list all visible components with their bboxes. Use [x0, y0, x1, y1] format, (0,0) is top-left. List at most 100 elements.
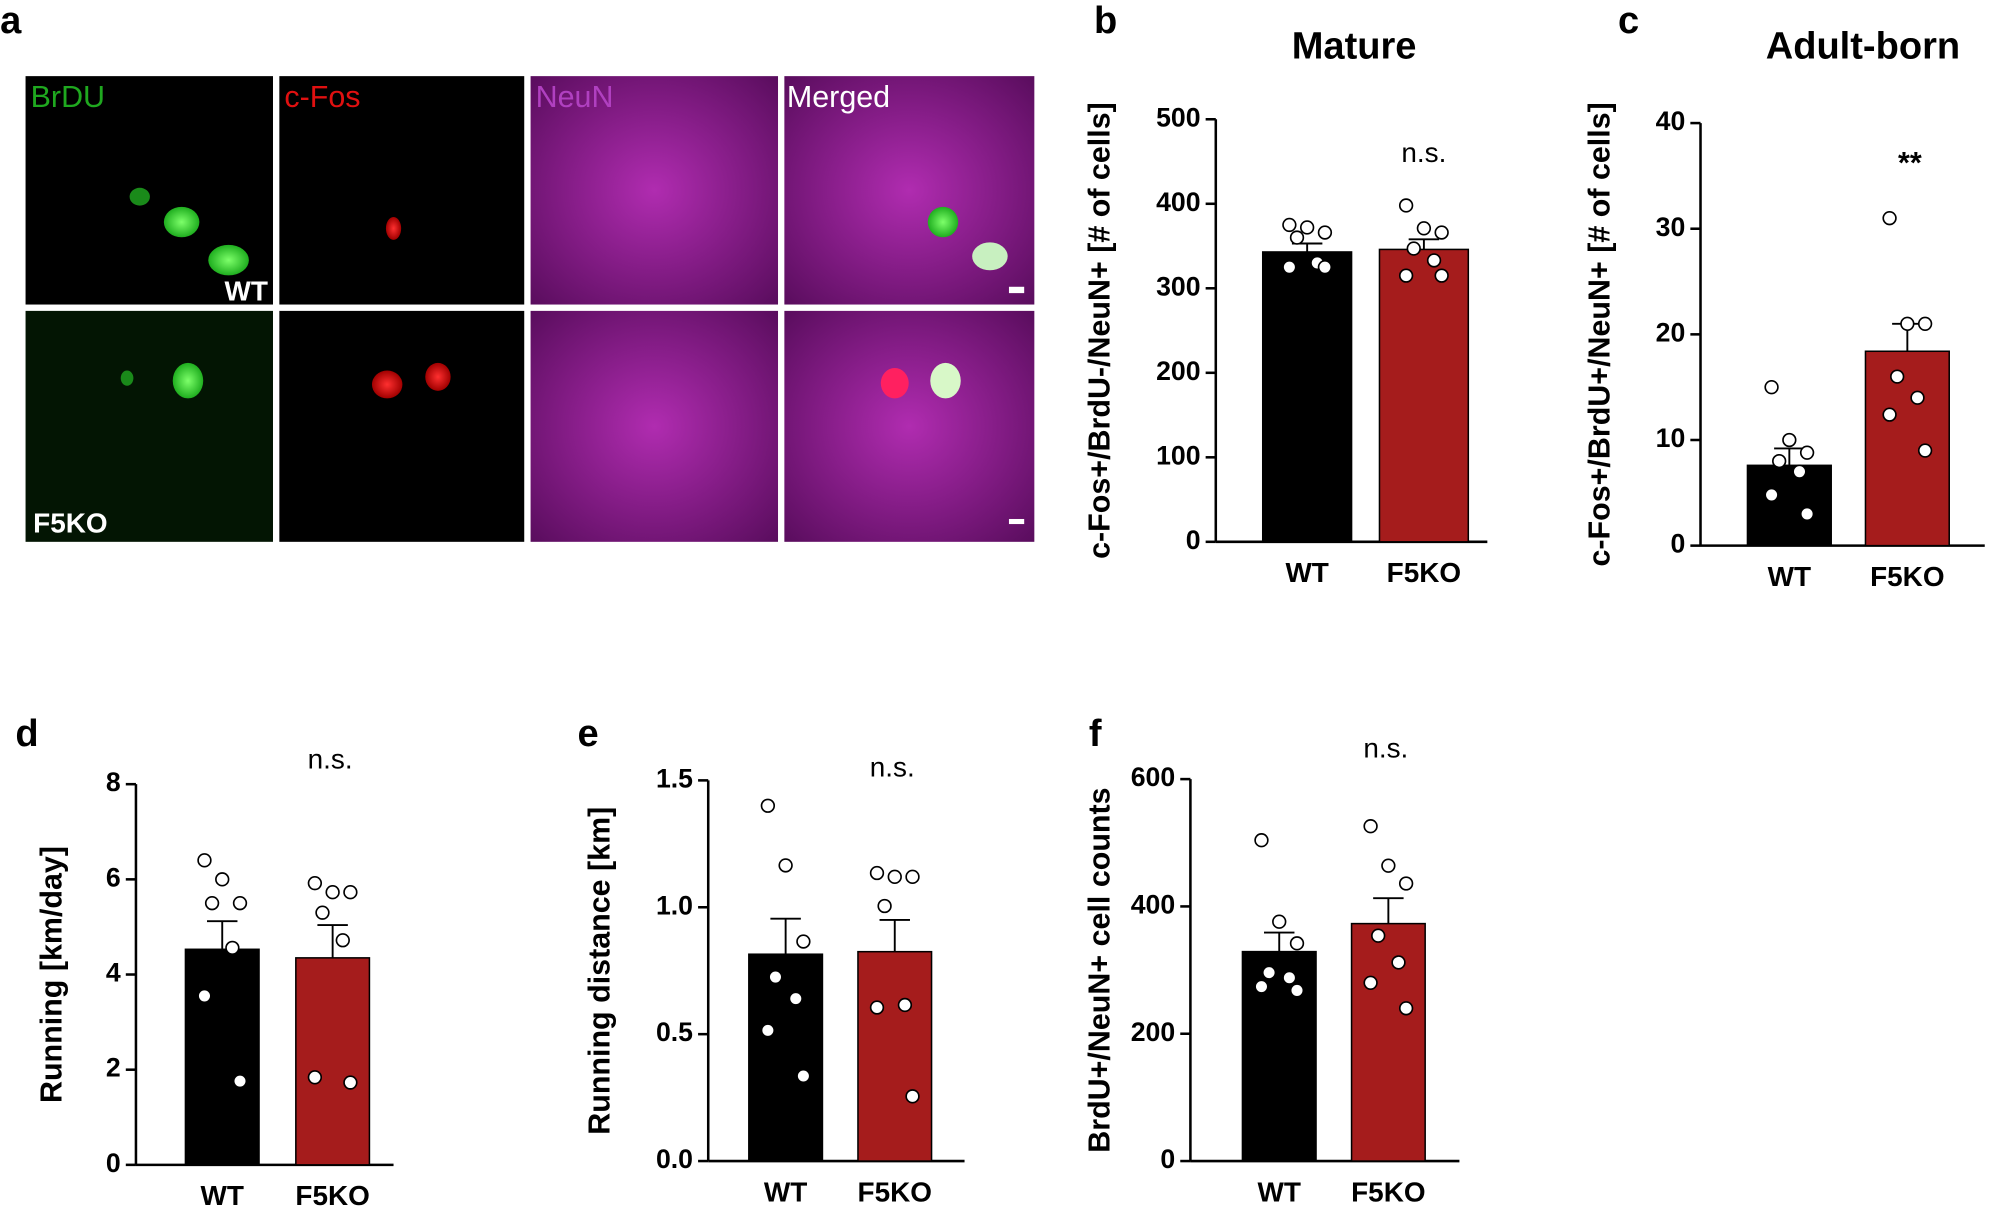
bar — [295, 957, 371, 1166]
data-point — [1900, 316, 1915, 331]
bar — [748, 953, 824, 1162]
data-point — [788, 991, 803, 1006]
y-tick-label: 300 — [1156, 271, 1200, 301]
annotation: n.s. — [1363, 732, 1408, 763]
channel-label: NeuN — [536, 80, 614, 114]
data-point — [1261, 965, 1277, 980]
bar — [1241, 950, 1317, 1162]
y-tick-label: 40 — [1656, 106, 1686, 136]
data-point — [760, 1023, 776, 1038]
image-tile — [279, 76, 525, 305]
y-axis-label: BrdU+/NeuN+ cell counts — [1083, 787, 1117, 1152]
cell — [880, 367, 909, 399]
y-tick-label: 200 — [1156, 356, 1200, 386]
data-point — [1398, 876, 1414, 891]
data-point — [1782, 432, 1797, 448]
data-point — [1890, 369, 1905, 384]
data-point — [1254, 833, 1269, 848]
scale-bar — [1008, 286, 1025, 294]
panel-label: d — [15, 713, 38, 755]
annotation: n.s. — [870, 751, 915, 782]
cell — [927, 206, 959, 238]
x-tick-label: WT — [1258, 1176, 1301, 1207]
data-point — [343, 885, 358, 900]
data-point — [1381, 858, 1396, 873]
data-point — [1282, 259, 1297, 275]
data-point — [1406, 241, 1421, 256]
row-label: F5KO — [33, 508, 107, 539]
data-point — [1398, 268, 1414, 283]
cell — [129, 187, 150, 206]
y-tick-label: 0 — [106, 1148, 121, 1178]
bar — [1378, 248, 1470, 543]
data-point — [1289, 230, 1305, 245]
cell — [208, 244, 249, 276]
annotation: ** — [1898, 146, 1922, 180]
data-point — [1391, 955, 1406, 970]
cell — [172, 362, 204, 399]
y-tick-label: 4 — [106, 958, 121, 988]
y-tick-label: 500 — [1156, 102, 1200, 132]
y-tick-label: 0.0 — [656, 1144, 693, 1174]
data-point — [325, 885, 340, 900]
data-point — [1371, 928, 1386, 943]
y-tick-label: 200 — [1131, 1017, 1175, 1047]
data-point — [778, 858, 793, 873]
data-point — [215, 872, 230, 887]
data-point — [887, 869, 902, 884]
panel-label: f — [1089, 713, 1102, 755]
data-point — [1282, 970, 1297, 985]
x-tick-label: F5KO — [858, 1176, 932, 1207]
image-tile — [530, 310, 779, 542]
data-point — [343, 1075, 358, 1090]
scale-bar — [1008, 518, 1025, 525]
data-point — [869, 865, 885, 881]
panel-label: a — [0, 0, 22, 42]
data-point — [1299, 220, 1315, 235]
x-tick-label: WT — [1768, 561, 1811, 592]
data-point — [768, 969, 783, 985]
y-tick-label: 30 — [1656, 212, 1686, 242]
chart-title: Mature — [1292, 25, 1417, 67]
bar — [1261, 251, 1353, 543]
x-tick-label: F5KO — [295, 1180, 369, 1208]
x-tick-label: WT — [1285, 557, 1328, 588]
x-tick-label: F5KO — [1351, 1176, 1425, 1207]
y-tick-label: 400 — [1131, 889, 1175, 919]
data-point — [1434, 225, 1449, 240]
data-point — [1772, 453, 1787, 469]
x-tick-label: WT — [764, 1176, 807, 1207]
y-tick-label: 8 — [106, 767, 121, 797]
data-point — [1434, 268, 1449, 283]
bar — [184, 948, 260, 1166]
data-point — [1917, 443, 1933, 458]
data-point — [1764, 487, 1779, 503]
y-tick-label: 0.5 — [656, 1017, 693, 1047]
image-tile — [784, 310, 1035, 542]
data-point — [1272, 914, 1287, 929]
data-point — [1882, 210, 1897, 226]
cell — [371, 370, 403, 399]
data-point — [897, 997, 913, 1013]
data-point — [1917, 316, 1933, 331]
bar — [857, 950, 933, 1162]
channel-label: BrDU — [31, 80, 105, 114]
data-point — [225, 940, 240, 956]
data-point — [1882, 407, 1897, 422]
data-point — [796, 934, 811, 949]
data-point — [796, 1068, 811, 1084]
panel-label: e — [578, 713, 599, 755]
data-point — [1282, 217, 1297, 233]
data-point — [1799, 506, 1815, 522]
cell — [930, 362, 961, 399]
y-tick-label: 10 — [1656, 423, 1686, 453]
panel-label: c — [1618, 0, 1639, 42]
row-label: WT — [225, 275, 268, 306]
data-point — [905, 1089, 920, 1104]
x-tick-label: F5KO — [1870, 561, 1944, 592]
y-axis-label: Running [km/day] — [35, 846, 69, 1103]
y-tick-label: 0 — [1160, 1144, 1175, 1174]
y-tick-label: 0 — [1670, 529, 1685, 559]
bar — [1864, 350, 1950, 547]
